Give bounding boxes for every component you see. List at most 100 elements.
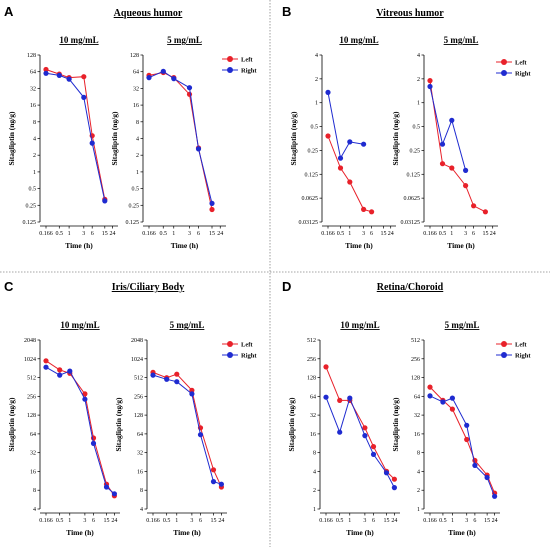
y-tick-label: 0.5 (311, 125, 319, 131)
y-axis-title: Sitagliptin (ng/g) (391, 111, 400, 165)
y-tick-label: 128 (134, 413, 143, 419)
data-point-left (439, 161, 446, 167)
y-tick-label: 8 (136, 120, 139, 126)
x-tick-label: 24 (490, 231, 496, 237)
data-point-left (471, 203, 477, 209)
chart-subtitle: 5 mg/mL (445, 320, 480, 330)
series-line-left (327, 135, 372, 213)
data-point-left (362, 425, 368, 431)
y-axis-title: Sitagliptin (ng/g) (7, 111, 16, 165)
y-tick-label: 32 (414, 413, 420, 419)
data-point-right (164, 376, 170, 382)
x-tick-label: 6 (91, 231, 94, 237)
x-tick-label: 24 (391, 518, 397, 524)
y-tick-label: 0.125 (126, 220, 140, 226)
legend-b-top: Left Right (222, 56, 257, 75)
legend-c: Left Right (222, 341, 257, 360)
data-point-left (210, 467, 217, 473)
y-axis-title: Sitagliptin (ng/g) (391, 397, 400, 451)
x-tick-label: 15 (484, 518, 490, 524)
x-tick-label: 6 (197, 231, 200, 237)
y-tick-label: 128 (307, 376, 316, 382)
legend-right-label: Right (515, 71, 531, 78)
y-tick-label: 512 (27, 376, 36, 382)
data-point-left (323, 364, 329, 370)
series-line-left (45, 69, 106, 200)
legend-right-marker (227, 67, 233, 73)
x-tick-label: 0.166 (321, 231, 335, 237)
x-tick-label: 0.5 (439, 231, 447, 237)
data-point-left (347, 179, 353, 185)
x-tick-label: 6 (199, 518, 202, 524)
data-point-right (90, 440, 97, 446)
data-point-right (427, 393, 433, 399)
data-point-right (197, 432, 204, 438)
data-point-right (171, 76, 177, 82)
series-line-right (429, 86, 467, 171)
y-tick-label: 16 (133, 103, 139, 109)
data-point-right (440, 399, 446, 405)
x-tick-label: 15 (102, 231, 108, 237)
data-point-left (81, 74, 87, 80)
chart-subtitle: 10 mg/mL (340, 320, 379, 330)
y-tick-label: 0.25 (26, 203, 37, 209)
x-tick-label: 0.5 (56, 231, 64, 237)
x-tick-label: 24 (218, 518, 224, 524)
data-point-right (81, 94, 87, 100)
y-tick-label: 32 (30, 86, 36, 92)
series-line-right (327, 92, 364, 160)
legend-left-label: Left (241, 342, 253, 349)
x-axis-title: Time (h) (447, 241, 475, 250)
data-point-left (174, 371, 180, 377)
data-point-left (361, 206, 367, 212)
y-tick-label: 2048 (24, 338, 36, 344)
data-point-right (472, 462, 478, 468)
x-tick-label: 3 (83, 518, 86, 524)
data-point-right (195, 146, 202, 152)
x-tick-label: 24 (492, 518, 498, 524)
x-tick-label: 1 (68, 518, 71, 524)
legend-left-marker (501, 341, 507, 347)
data-point-left (43, 66, 49, 73)
panel-a-title: Aqueous humor (114, 8, 183, 19)
x-tick-label: 3 (188, 231, 191, 237)
y-tick-label: 128 (411, 376, 420, 382)
y-tick-label: 2 (313, 488, 316, 494)
y-tick-label: 1024 (24, 357, 36, 363)
data-point-right (347, 139, 353, 145)
x-tick-label: 0.166 (319, 518, 333, 524)
data-point-right (43, 70, 49, 76)
legend-right-marker (501, 352, 507, 358)
y-tick-label: 64 (137, 432, 143, 438)
data-point-right (427, 83, 433, 90)
series-line-left (45, 360, 115, 497)
x-tick-label: 6 (92, 518, 95, 524)
chart-c-5mg: 5 mg/mL4816326412825651210242048Sitaglip… (114, 320, 227, 537)
x-tick-label: 15 (210, 518, 216, 524)
data-point-right (361, 141, 367, 147)
y-tick-label: 1 (417, 101, 420, 107)
data-point-right (439, 141, 446, 147)
y-tick-label: 0.5 (132, 187, 140, 193)
y-tick-label: 64 (310, 394, 316, 400)
data-point-right (362, 433, 368, 439)
y-tick-label: 0.125 (23, 220, 37, 226)
chart-subtitle: 5 mg/mL (167, 35, 202, 45)
data-point-left (464, 436, 470, 443)
y-tick-label: 128 (27, 413, 36, 419)
y-axis-title: Sitagliptin (ng/g) (287, 397, 296, 451)
x-tick-label: 1 (348, 231, 351, 237)
data-point-left (209, 206, 215, 213)
x-tick-label: 24 (388, 231, 394, 237)
y-tick-label: 1 (313, 507, 316, 513)
x-tick-label: 0.5 (336, 518, 344, 524)
data-point-left (391, 476, 397, 482)
y-tick-label: 8 (313, 451, 316, 457)
y-tick-label: 0.25 (308, 148, 319, 154)
y-tick-label: 1 (315, 101, 318, 107)
x-tick-label: 15 (209, 231, 215, 237)
y-tick-label: 128 (130, 53, 139, 59)
y-tick-label: 2 (417, 77, 420, 83)
legend-d: Left Right (496, 341, 531, 360)
legend-left-label: Left (515, 342, 527, 349)
